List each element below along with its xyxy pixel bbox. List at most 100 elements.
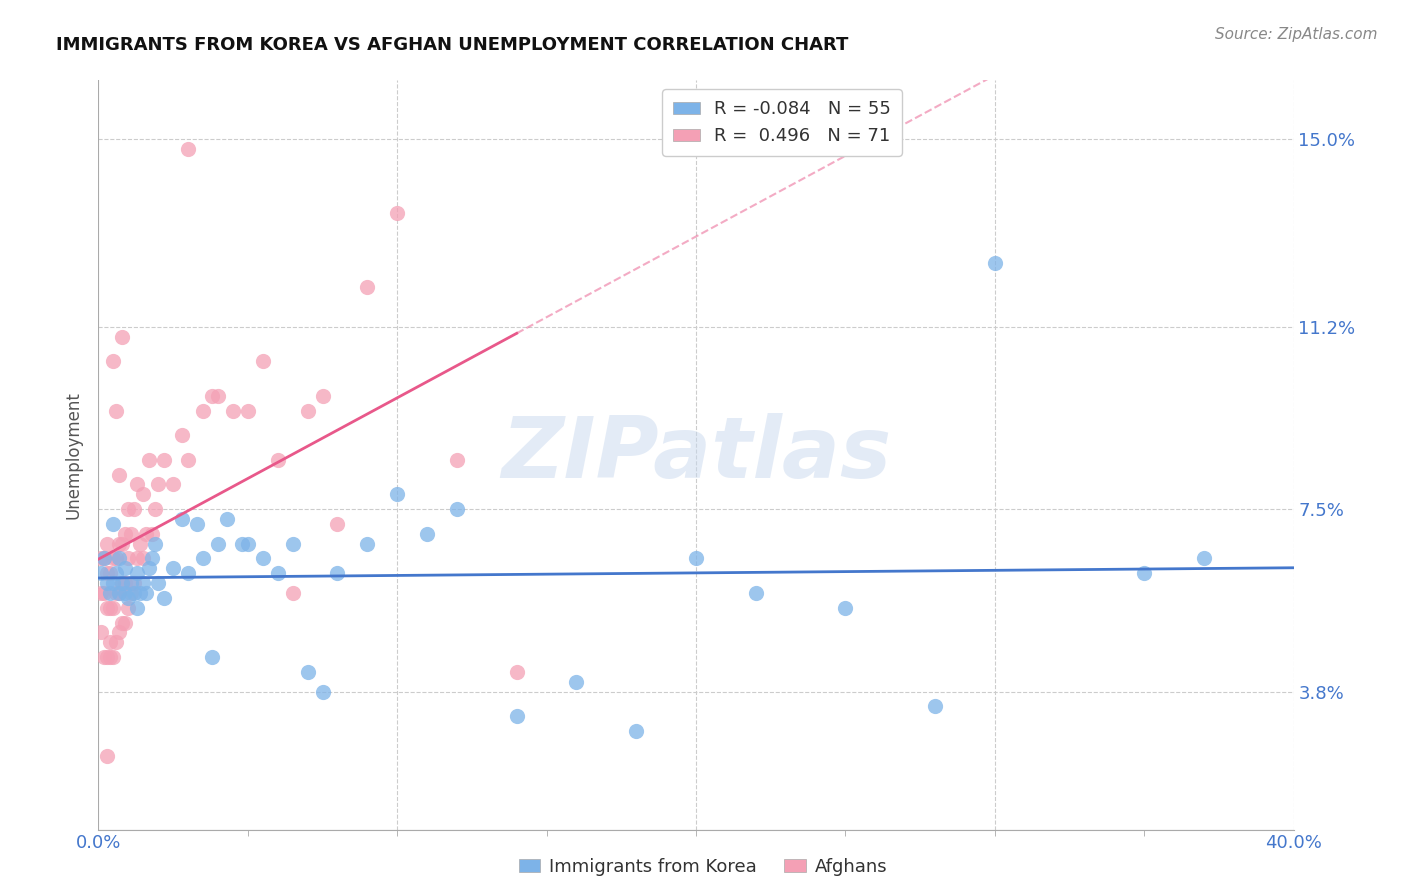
- Point: [127, 600, 149, 615]
- Point: [120, 526, 142, 541]
- Point: [153, 453, 176, 467]
- Point: [117, 600, 139, 615]
- Point: [103, 650, 125, 665]
- Point: [108, 586, 131, 600]
- Point: [172, 512, 194, 526]
- Point: [626, 723, 648, 738]
- Point: [114, 561, 136, 575]
- Point: [108, 586, 131, 600]
- Point: [252, 354, 274, 368]
- Point: [127, 477, 149, 491]
- Point: [162, 477, 184, 491]
- Point: [90, 625, 112, 640]
- Point: [236, 403, 259, 417]
- Point: [93, 586, 115, 600]
- Point: [148, 477, 170, 491]
- Point: [143, 502, 166, 516]
- Point: [267, 453, 290, 467]
- Point: [103, 551, 125, 566]
- Point: [96, 566, 118, 581]
- Point: [1192, 551, 1215, 566]
- Point: [108, 625, 131, 640]
- Point: [114, 586, 136, 600]
- Point: [98, 566, 122, 581]
- Point: [98, 600, 122, 615]
- Point: [177, 566, 200, 581]
- Point: [281, 586, 304, 600]
- Point: [127, 566, 149, 581]
- Point: [191, 403, 214, 417]
- Point: [215, 512, 238, 526]
- Point: [93, 551, 115, 566]
- Point: [96, 536, 118, 550]
- Point: [385, 487, 409, 501]
- Point: [177, 453, 200, 467]
- Point: [267, 566, 290, 581]
- Point: [311, 389, 333, 403]
- Point: [103, 354, 125, 368]
- Point: [96, 600, 118, 615]
- Point: [141, 526, 163, 541]
- Legend: Immigrants from Korea, Afghans: Immigrants from Korea, Afghans: [512, 851, 894, 883]
- Point: [1133, 566, 1156, 581]
- Text: ZIPatlas: ZIPatlas: [501, 413, 891, 497]
- Point: [108, 551, 131, 566]
- Point: [297, 665, 319, 679]
- Point: [148, 576, 170, 591]
- Point: [281, 536, 304, 550]
- Point: [252, 551, 274, 566]
- Point: [105, 566, 128, 581]
- Point: [385, 206, 409, 220]
- Point: [186, 516, 208, 531]
- Point: [129, 586, 152, 600]
- Point: [114, 576, 136, 591]
- Point: [103, 600, 125, 615]
- Point: [108, 467, 131, 482]
- Point: [153, 591, 176, 605]
- Point: [111, 536, 134, 550]
- Point: [96, 748, 118, 763]
- Point: [90, 566, 112, 581]
- Point: [231, 536, 253, 550]
- Point: [201, 650, 224, 665]
- Point: [207, 536, 229, 550]
- Point: [138, 453, 160, 467]
- Point: [177, 142, 200, 156]
- Y-axis label: Unemployment: Unemployment: [65, 391, 83, 519]
- Point: [127, 551, 149, 566]
- Point: [129, 536, 152, 550]
- Text: IMMIGRANTS FROM KOREA VS AFGHAN UNEMPLOYMENT CORRELATION CHART: IMMIGRANTS FROM KOREA VS AFGHAN UNEMPLOY…: [56, 36, 849, 54]
- Point: [103, 576, 125, 591]
- Legend: R = -0.084   N = 55, R =  0.496   N = 71: R = -0.084 N = 55, R = 0.496 N = 71: [662, 89, 903, 156]
- Point: [90, 551, 112, 566]
- Point: [311, 684, 333, 698]
- Point: [236, 536, 259, 550]
- Point: [111, 576, 134, 591]
- Point: [834, 600, 856, 615]
- Point: [138, 561, 160, 575]
- Point: [356, 280, 378, 294]
- Point: [356, 536, 378, 550]
- Point: [984, 255, 1007, 269]
- Text: Source: ZipAtlas.com: Source: ZipAtlas.com: [1215, 27, 1378, 42]
- Point: [105, 635, 128, 649]
- Point: [93, 650, 115, 665]
- Point: [222, 403, 245, 417]
- Point: [98, 650, 122, 665]
- Point: [117, 502, 139, 516]
- Point: [98, 635, 122, 649]
- Point: [105, 586, 128, 600]
- Point: [120, 586, 142, 600]
- Point: [207, 389, 229, 403]
- Point: [326, 566, 349, 581]
- Point: [132, 551, 155, 566]
- Point: [141, 551, 163, 566]
- Point: [506, 665, 529, 679]
- Point: [132, 576, 155, 591]
- Point: [132, 487, 155, 501]
- Point: [172, 428, 194, 442]
- Point: [446, 502, 468, 516]
- Point: [90, 586, 112, 600]
- Point: [103, 516, 125, 531]
- Point: [191, 551, 214, 566]
